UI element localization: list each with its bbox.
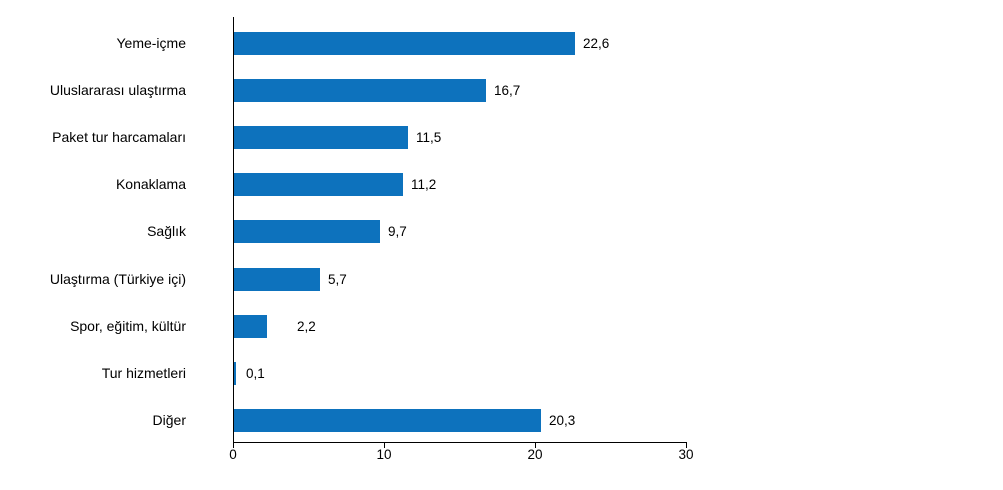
x-tick-mark (233, 442, 234, 448)
category-label: Ulaştırma (Türkiye içi) (49, 271, 186, 287)
bar (234, 268, 321, 291)
value-label: 16,7 (494, 83, 521, 98)
value-label: 0,1 (246, 366, 265, 381)
bar (234, 220, 381, 243)
value-label: 11,5 (416, 130, 442, 145)
category-label: Diğer (152, 412, 186, 428)
category-label: Spor, eğitim, kültür (70, 318, 186, 334)
x-axis-line (233, 442, 687, 443)
value-label: 22,6 (583, 36, 610, 51)
x-tick-label: 30 (678, 447, 694, 462)
value-label: 11,2 (411, 177, 437, 192)
bar (234, 173, 404, 196)
x-tick-label: 10 (376, 447, 392, 462)
y-axis-line (233, 17, 234, 442)
x-tick-mark (535, 442, 536, 448)
x-tick-mark (686, 442, 687, 448)
value-label: 20,3 (549, 413, 576, 428)
value-label: 5,7 (328, 272, 347, 287)
bar (234, 362, 236, 385)
value-label: 9,7 (388, 224, 407, 239)
category-label: Konaklama (115, 176, 186, 192)
bar (234, 79, 487, 102)
x-tick-mark (384, 442, 385, 448)
category-label: Sağlık (147, 223, 186, 239)
category-label: Yeme-içme (116, 35, 186, 51)
category-label: Uluslararası ulaştırma (49, 82, 186, 98)
bar (234, 315, 268, 338)
category-label: Paket tur harcamaları (52, 129, 186, 145)
bar (234, 126, 408, 149)
category-label: Tur hizmetleri (101, 365, 186, 381)
bar (234, 32, 576, 55)
value-label: 2,2 (297, 319, 316, 334)
bar (234, 409, 541, 432)
x-tick-label: 20 (527, 447, 543, 462)
x-tick-label: 0 (229, 447, 237, 462)
